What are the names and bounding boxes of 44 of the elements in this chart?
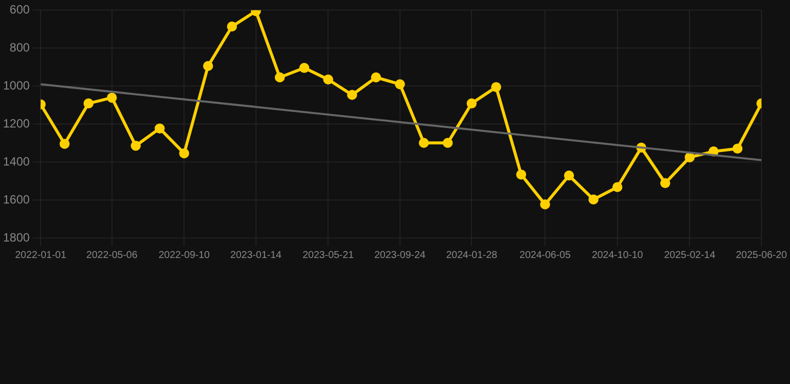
point <box>588 194 598 204</box>
point <box>106 92 117 103</box>
point <box>371 72 382 82</box>
y-tick-label: 600 <box>10 2 30 17</box>
point <box>540 199 550 210</box>
point <box>516 170 526 180</box>
point <box>154 123 165 134</box>
x-tick-label: 2022-09-10 <box>158 250 210 261</box>
point <box>203 61 214 72</box>
point <box>732 144 743 154</box>
point <box>442 138 453 148</box>
x-tick-label: 2023-05-21 <box>302 250 354 261</box>
point <box>226 22 237 32</box>
y-tick-label: 1200 <box>2 116 30 130</box>
point <box>612 182 622 192</box>
y-tick-label: 800 <box>10 40 30 54</box>
point <box>491 82 502 92</box>
x-tick-label: 2024-01-28 <box>446 250 498 261</box>
y-tick-label: 1400 <box>2 154 30 168</box>
x-tick-label: 2022-01-01 <box>15 250 67 261</box>
point <box>660 178 670 188</box>
x-tick-label: 2023-01-14 <box>230 250 282 261</box>
x-tick-label: 2024-10-10 <box>592 250 644 261</box>
point <box>418 138 429 148</box>
y-tick-label: 1000 <box>2 78 30 92</box>
y-tick-label: 1800 <box>2 230 30 244</box>
x-tick-label: 2022-05-06 <box>86 250 138 261</box>
point <box>323 74 334 84</box>
x-tick-label: 2023-09-24 <box>374 250 426 261</box>
point <box>466 98 477 108</box>
x-tick-label: 2025-02-14 <box>664 250 716 261</box>
point <box>347 90 358 100</box>
point <box>394 79 405 90</box>
x-tick-label: 2025-06-20 <box>736 250 788 261</box>
point <box>274 72 285 82</box>
point <box>684 152 695 162</box>
y-tick-label: 1600 <box>2 192 30 206</box>
point <box>84 98 94 108</box>
point <box>130 140 141 151</box>
point <box>60 138 70 149</box>
x-tick-label: 2024-06-05 <box>520 250 572 261</box>
point <box>299 62 310 73</box>
point <box>564 170 574 181</box>
point <box>179 148 190 158</box>
